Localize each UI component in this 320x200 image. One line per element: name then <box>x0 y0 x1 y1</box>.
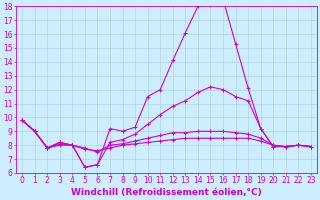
X-axis label: Windchill (Refroidissement éolien,°C): Windchill (Refroidissement éolien,°C) <box>71 188 262 197</box>
